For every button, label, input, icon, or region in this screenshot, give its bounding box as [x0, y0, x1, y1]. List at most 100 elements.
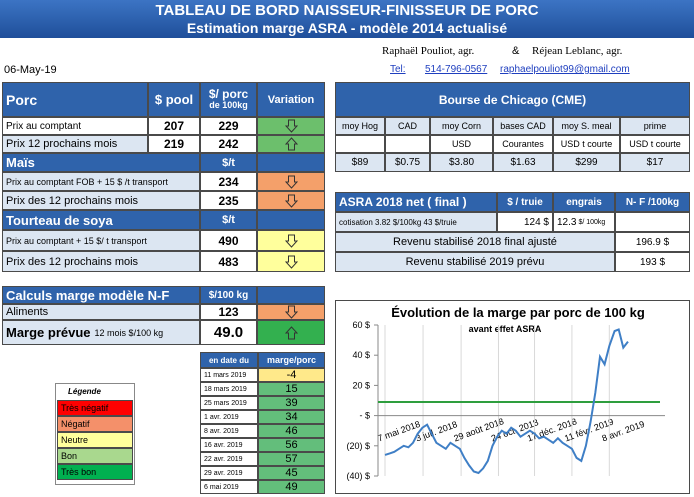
cell: Calculs marge modèle N-F	[2, 286, 200, 304]
cell-text: Bourse de Chicago (CME)	[438, 92, 587, 107]
cell: 11 mars 2019	[200, 368, 258, 382]
cell: prime	[620, 117, 690, 135]
cell: moy Hog	[335, 117, 385, 135]
cell-text: prime	[643, 121, 667, 131]
cell: 242	[200, 135, 257, 153]
cell-text: Aliments	[6, 306, 49, 318]
cell-text: $/t	[222, 156, 235, 169]
cell-text: Prix au comptant + 15 $/ t transport	[6, 235, 147, 246]
cell: marge/porc	[258, 352, 325, 368]
cell-text: 242	[218, 137, 239, 151]
cell-text: $0.75	[394, 157, 421, 168]
legend-item: Bon	[57, 448, 133, 464]
cell: moy Corn	[430, 117, 493, 135]
cell	[257, 117, 325, 135]
cell: Prix 12 prochains mois	[2, 135, 148, 153]
cell: Prix des 12 prochains mois	[2, 191, 200, 210]
cell-text: Courantes	[502, 139, 544, 149]
cell-text: N- F /100kg	[625, 196, 680, 208]
legend-item: Neutre	[57, 432, 133, 448]
cell: 207	[148, 117, 200, 135]
cell-text: ASRA 2018 net ( final )	[339, 195, 467, 209]
title-bar: TABLEAU DE BORD NAISSEUR-FINISSEUR DE PO…	[0, 0, 694, 38]
cell-text: 49.0	[213, 324, 244, 341]
cell-text: 46	[285, 425, 298, 437]
cell-text: Porc	[6, 91, 38, 108]
cell: 1 avr. 2019	[200, 410, 258, 424]
cell-text: 45	[285, 467, 298, 479]
cell-text: en date du	[208, 355, 249, 365]
cell-text: 8 avr. 2019	[204, 427, 239, 435]
cell-text: 22 avr. 2019	[204, 455, 243, 463]
arrow	[284, 305, 298, 319]
cell: Aliments	[2, 304, 200, 320]
cell: $ / truie	[497, 192, 553, 212]
cell-text: Prix des 12 prochains mois	[6, 194, 139, 207]
cell: 235	[200, 191, 257, 210]
cell-text: marge/porc	[266, 355, 317, 365]
cell: USD t courte	[553, 135, 620, 153]
cell-text: Légende	[68, 387, 101, 396]
cell-text: $/100 kg	[208, 289, 249, 301]
arrow	[284, 325, 298, 339]
cell: Porc	[2, 82, 148, 117]
contact-name: Raphaël Pouliot, agr.	[382, 45, 475, 57]
cell: 490	[200, 230, 257, 251]
cell	[257, 304, 325, 320]
legend-item: Négatif	[57, 416, 133, 432]
cell: $/ porc de 100kg	[200, 82, 257, 117]
cell	[257, 135, 325, 153]
cell-text: Très négatif	[61, 403, 109, 413]
cell	[257, 153, 325, 172]
cell: USD t courte	[620, 135, 690, 153]
cell: Prix des 12 prochains mois	[2, 251, 200, 272]
cell	[257, 251, 325, 272]
cell: 6 mai 2019	[200, 480, 258, 494]
cell: 46	[258, 424, 325, 438]
cell-text: Négatif	[61, 419, 90, 429]
cell-text: Marge prévue	[6, 325, 91, 340]
cell-text: bases CAD	[500, 121, 546, 131]
cell	[257, 230, 325, 251]
arrow-icon	[284, 194, 298, 208]
cell-text: Prix au comptant FOB + 15 $ /t transport	[6, 176, 168, 187]
cell-text: USD t courte	[560, 139, 613, 149]
cell: 49.0	[200, 320, 257, 345]
cell-text: Prix au comptant	[6, 120, 82, 132]
cell: 16 avr. 2019	[200, 438, 258, 452]
cell-text: -4	[286, 369, 297, 381]
cell: Marge prévue 12 mois $/100 kg	[2, 320, 200, 345]
arrow	[284, 234, 298, 248]
cell: 124 $	[497, 212, 553, 232]
cell-text: 49	[285, 481, 298, 493]
arrow-icon	[284, 234, 298, 248]
cell: $/t	[200, 210, 257, 230]
cell: 49	[258, 480, 325, 494]
cell-text: Maïs	[6, 155, 35, 170]
cell	[257, 172, 325, 191]
arrow-icon	[284, 175, 298, 189]
cell: Prix au comptant + 15 $/ t transport	[2, 230, 200, 251]
cell-text: 124 $	[523, 216, 549, 228]
cell	[257, 210, 325, 230]
cell: $/t	[200, 153, 257, 172]
cell-text: 234	[218, 174, 239, 189]
cell-text: Bon	[61, 451, 78, 461]
cell: 193 $	[615, 252, 690, 272]
cell: moy S. meal	[553, 117, 620, 135]
cell-text: $ / truie	[507, 196, 543, 208]
cell: 196.9 $	[615, 232, 690, 252]
cell-text: 235	[218, 193, 239, 208]
cell: $ pool	[148, 82, 200, 117]
cell-text: cotisation 3.82 $/100kg 43 $/truie	[339, 217, 457, 227]
title: TABLEAU DE BORD NAISSEUR-FINISSEUR DE PO…	[155, 2, 539, 19]
arrow	[284, 137, 298, 151]
email[interactable]: raphaelpouliot99@gmail.com	[500, 64, 630, 75]
cell-text: moy Hog	[341, 121, 378, 131]
cell: $0.75	[385, 153, 430, 172]
cell	[385, 135, 430, 153]
cell: cotisation 3.82 $/100kg 43 $/truie	[335, 212, 497, 232]
cell-text: $17	[646, 157, 664, 168]
cell: 15	[258, 382, 325, 396]
